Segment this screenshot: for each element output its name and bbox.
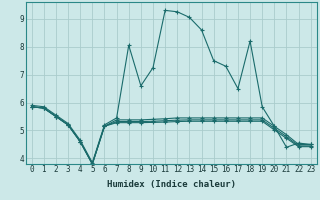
X-axis label: Humidex (Indice chaleur): Humidex (Indice chaleur) xyxy=(107,180,236,189)
